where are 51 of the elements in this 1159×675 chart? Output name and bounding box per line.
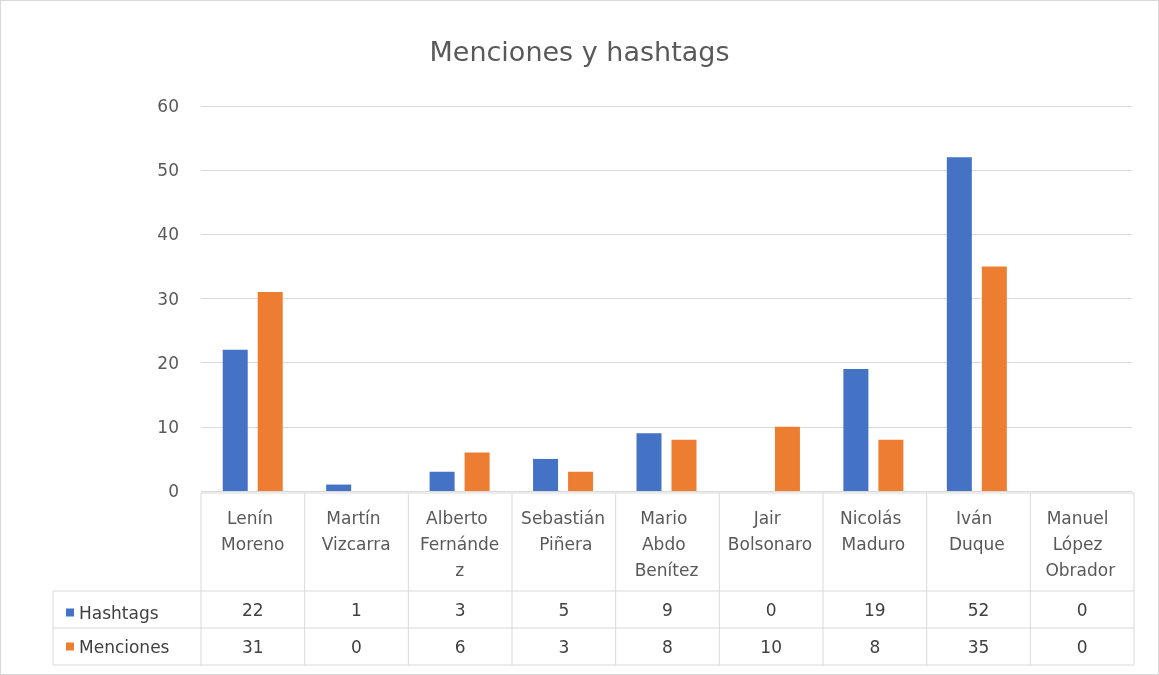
x-tick-label: Sebastián Piñera [521, 508, 606, 554]
data-label: 10 [760, 636, 782, 657]
bar [222, 349, 248, 491]
data-label: 6 [454, 636, 466, 657]
y-tick-label: 60 [157, 96, 179, 116]
legend-label: Menciones [79, 636, 170, 657]
legend-label: Hashtags [79, 602, 159, 623]
y-tick-label: 40 [157, 224, 179, 245]
x-tick-label: Nicolás Maduro [840, 508, 907, 554]
bar [568, 471, 594, 491]
data-label: 1 [351, 599, 362, 620]
bar [326, 484, 352, 491]
x-tick-label: Jair Bolsonaro [727, 508, 813, 554]
data-label: 5 [558, 599, 570, 620]
data-label: 0 [765, 599, 777, 620]
bar [533, 458, 559, 491]
bar [636, 433, 662, 491]
bar [774, 426, 800, 491]
x-tick-label: Lenín Moreno [221, 508, 285, 554]
bar [429, 471, 455, 491]
y-tick-label: 50 [157, 160, 179, 181]
data-label: 8 [869, 636, 881, 657]
data-label: 0 [1076, 599, 1088, 620]
y-tick-label: 30 [157, 288, 179, 309]
data-label: 22 [242, 599, 264, 620]
x-tick-label: Iván Duque [948, 508, 1005, 554]
y-tick-label: 20 [157, 352, 179, 373]
data-label: 0 [1076, 636, 1088, 657]
data-label: 9 [662, 599, 673, 620]
data-label: 8 [662, 636, 673, 657]
data-label: 3 [454, 599, 466, 620]
y-tick-label: 0 [168, 481, 179, 501]
y-tick-label: 10 [157, 416, 179, 437]
x-tick-label: Mario Abdo Benítez [634, 508, 699, 580]
data-label: 31 [242, 636, 264, 657]
chart-title: Menciones y hashtags [429, 36, 730, 67]
bar [257, 292, 283, 491]
data-label: 35 [967, 636, 990, 657]
bar [464, 452, 490, 491]
x-tick-label: Alberto Fernández [420, 508, 500, 580]
x-tick-label: Manuel López Obrador [1045, 508, 1116, 580]
data-label: 19 [864, 599, 886, 620]
data-label: 0 [351, 636, 362, 657]
data-label: 3 [558, 636, 570, 657]
bar [671, 439, 697, 491]
data-label: 52 [967, 599, 990, 620]
bar [878, 439, 904, 491]
bar [843, 369, 869, 491]
bar [946, 157, 972, 491]
x-tick-label: Martín Vizcarra [321, 508, 391, 554]
bar [981, 266, 1007, 491]
